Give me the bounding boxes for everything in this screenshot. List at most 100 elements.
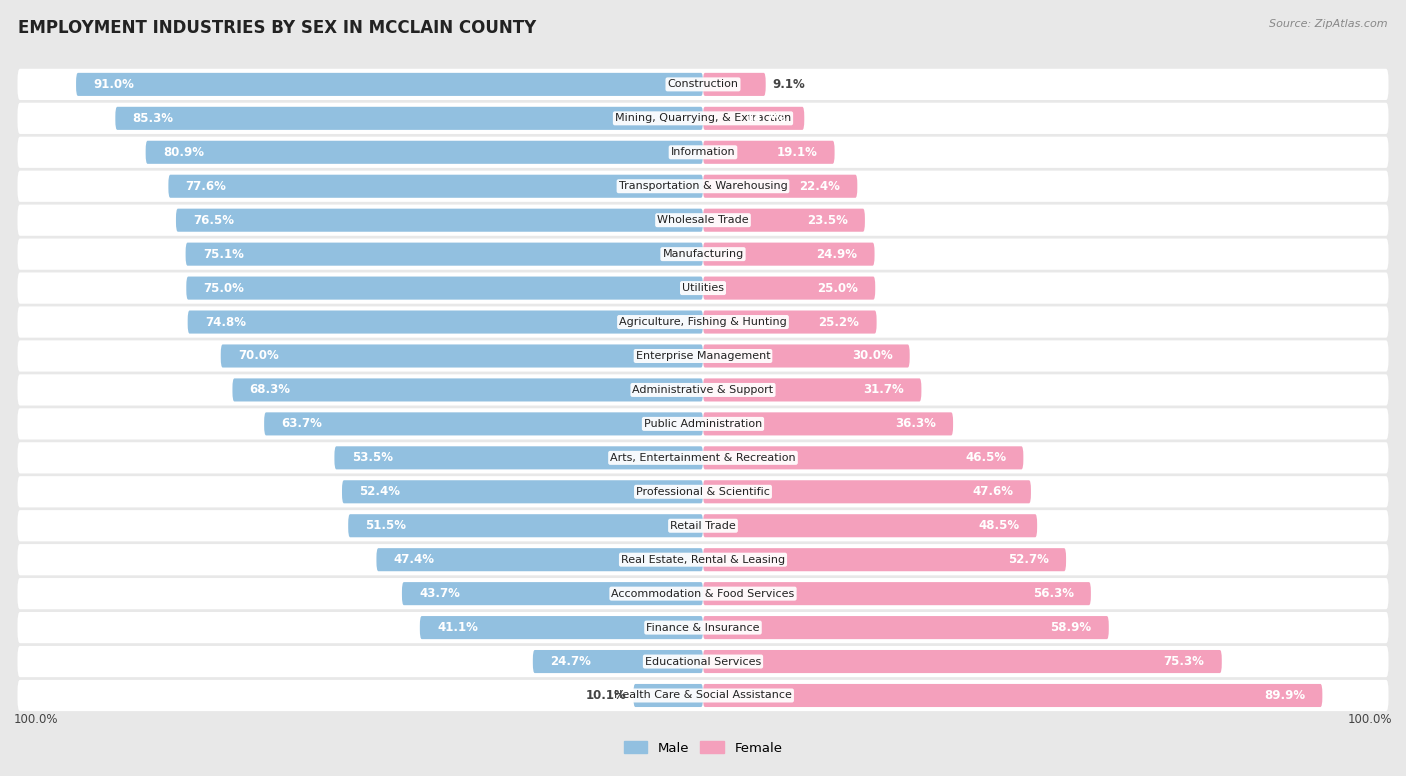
- Text: Accommodation & Food Services: Accommodation & Food Services: [612, 589, 794, 598]
- FancyBboxPatch shape: [17, 307, 1389, 338]
- Text: Public Administration: Public Administration: [644, 419, 762, 429]
- Text: Information: Information: [671, 147, 735, 158]
- FancyBboxPatch shape: [703, 412, 953, 435]
- Text: 24.9%: 24.9%: [817, 248, 858, 261]
- FancyBboxPatch shape: [634, 684, 703, 707]
- Text: 68.3%: 68.3%: [250, 383, 291, 397]
- FancyBboxPatch shape: [17, 238, 1389, 270]
- Text: 31.7%: 31.7%: [863, 383, 904, 397]
- FancyBboxPatch shape: [17, 408, 1389, 439]
- Text: Source: ZipAtlas.com: Source: ZipAtlas.com: [1270, 19, 1388, 29]
- Text: 25.0%: 25.0%: [817, 282, 858, 295]
- Text: Health Care & Social Assistance: Health Care & Social Assistance: [614, 691, 792, 701]
- FancyBboxPatch shape: [703, 140, 835, 164]
- FancyBboxPatch shape: [703, 548, 1066, 571]
- FancyBboxPatch shape: [703, 107, 804, 130]
- FancyBboxPatch shape: [533, 650, 703, 673]
- Text: Construction: Construction: [668, 79, 738, 89]
- Text: 19.1%: 19.1%: [776, 146, 817, 159]
- FancyBboxPatch shape: [76, 73, 703, 96]
- Text: 75.3%: 75.3%: [1164, 655, 1205, 668]
- Text: Mining, Quarrying, & Extraction: Mining, Quarrying, & Extraction: [614, 113, 792, 123]
- Text: Transportation & Warehousing: Transportation & Warehousing: [619, 182, 787, 191]
- FancyBboxPatch shape: [17, 544, 1389, 575]
- Text: 89.9%: 89.9%: [1264, 689, 1305, 702]
- Text: 75.1%: 75.1%: [202, 248, 243, 261]
- Text: Administrative & Support: Administrative & Support: [633, 385, 773, 395]
- Text: 75.0%: 75.0%: [204, 282, 245, 295]
- Text: 52.4%: 52.4%: [359, 485, 401, 498]
- FancyBboxPatch shape: [342, 480, 703, 504]
- Text: Finance & Insurance: Finance & Insurance: [647, 622, 759, 632]
- Text: Utilities: Utilities: [682, 283, 724, 293]
- Text: Arts, Entertainment & Recreation: Arts, Entertainment & Recreation: [610, 453, 796, 462]
- Text: 52.7%: 52.7%: [1008, 553, 1049, 566]
- FancyBboxPatch shape: [703, 209, 865, 232]
- FancyBboxPatch shape: [703, 684, 1323, 707]
- FancyBboxPatch shape: [115, 107, 703, 130]
- FancyBboxPatch shape: [703, 175, 858, 198]
- FancyBboxPatch shape: [703, 582, 1091, 605]
- FancyBboxPatch shape: [703, 379, 921, 401]
- FancyBboxPatch shape: [703, 310, 876, 334]
- Text: Professional & Scientific: Professional & Scientific: [636, 487, 770, 497]
- FancyBboxPatch shape: [17, 137, 1389, 168]
- FancyBboxPatch shape: [349, 514, 703, 537]
- FancyBboxPatch shape: [703, 345, 910, 368]
- FancyBboxPatch shape: [17, 272, 1389, 303]
- Legend: Male, Female: Male, Female: [619, 736, 787, 760]
- FancyBboxPatch shape: [146, 140, 703, 164]
- FancyBboxPatch shape: [17, 476, 1389, 508]
- Text: 100.0%: 100.0%: [1347, 713, 1392, 726]
- Text: 77.6%: 77.6%: [186, 180, 226, 192]
- Text: 46.5%: 46.5%: [965, 452, 1007, 464]
- Text: 58.9%: 58.9%: [1050, 621, 1091, 634]
- FancyBboxPatch shape: [17, 510, 1389, 542]
- Text: 41.1%: 41.1%: [437, 621, 478, 634]
- Text: 47.4%: 47.4%: [394, 553, 434, 566]
- Text: 47.6%: 47.6%: [973, 485, 1014, 498]
- Text: 63.7%: 63.7%: [281, 417, 322, 431]
- Text: Manufacturing: Manufacturing: [662, 249, 744, 259]
- FancyBboxPatch shape: [420, 616, 703, 639]
- Text: 74.8%: 74.8%: [205, 316, 246, 328]
- Text: 80.9%: 80.9%: [163, 146, 204, 159]
- Text: 70.0%: 70.0%: [238, 349, 278, 362]
- Text: 48.5%: 48.5%: [979, 519, 1019, 532]
- FancyBboxPatch shape: [703, 514, 1038, 537]
- FancyBboxPatch shape: [335, 446, 703, 469]
- Text: EMPLOYMENT INDUSTRIES BY SEX IN MCCLAIN COUNTY: EMPLOYMENT INDUSTRIES BY SEX IN MCCLAIN …: [18, 19, 537, 37]
- FancyBboxPatch shape: [402, 582, 703, 605]
- Text: 53.5%: 53.5%: [352, 452, 392, 464]
- Text: 76.5%: 76.5%: [193, 213, 235, 227]
- FancyBboxPatch shape: [703, 650, 1222, 673]
- FancyBboxPatch shape: [17, 680, 1389, 711]
- FancyBboxPatch shape: [17, 69, 1389, 100]
- Text: 24.7%: 24.7%: [550, 655, 591, 668]
- Text: Educational Services: Educational Services: [645, 656, 761, 667]
- Text: 51.5%: 51.5%: [366, 519, 406, 532]
- Text: Enterprise Management: Enterprise Management: [636, 351, 770, 361]
- FancyBboxPatch shape: [17, 442, 1389, 473]
- Text: 91.0%: 91.0%: [93, 78, 134, 91]
- FancyBboxPatch shape: [703, 480, 1031, 504]
- FancyBboxPatch shape: [377, 548, 703, 571]
- Text: Real Estate, Rental & Leasing: Real Estate, Rental & Leasing: [621, 555, 785, 565]
- FancyBboxPatch shape: [17, 341, 1389, 372]
- FancyBboxPatch shape: [187, 310, 703, 334]
- Text: 36.3%: 36.3%: [896, 417, 936, 431]
- FancyBboxPatch shape: [17, 578, 1389, 609]
- Text: 10.1%: 10.1%: [586, 689, 627, 702]
- Text: 14.7%: 14.7%: [747, 112, 787, 125]
- FancyBboxPatch shape: [17, 374, 1389, 406]
- FancyBboxPatch shape: [703, 276, 876, 300]
- FancyBboxPatch shape: [186, 243, 703, 265]
- Text: 56.3%: 56.3%: [1032, 587, 1074, 600]
- FancyBboxPatch shape: [17, 646, 1389, 677]
- Text: 100.0%: 100.0%: [14, 713, 59, 726]
- Text: Agriculture, Fishing & Hunting: Agriculture, Fishing & Hunting: [619, 317, 787, 327]
- FancyBboxPatch shape: [17, 205, 1389, 236]
- FancyBboxPatch shape: [17, 102, 1389, 134]
- Text: 85.3%: 85.3%: [132, 112, 173, 125]
- FancyBboxPatch shape: [703, 446, 1024, 469]
